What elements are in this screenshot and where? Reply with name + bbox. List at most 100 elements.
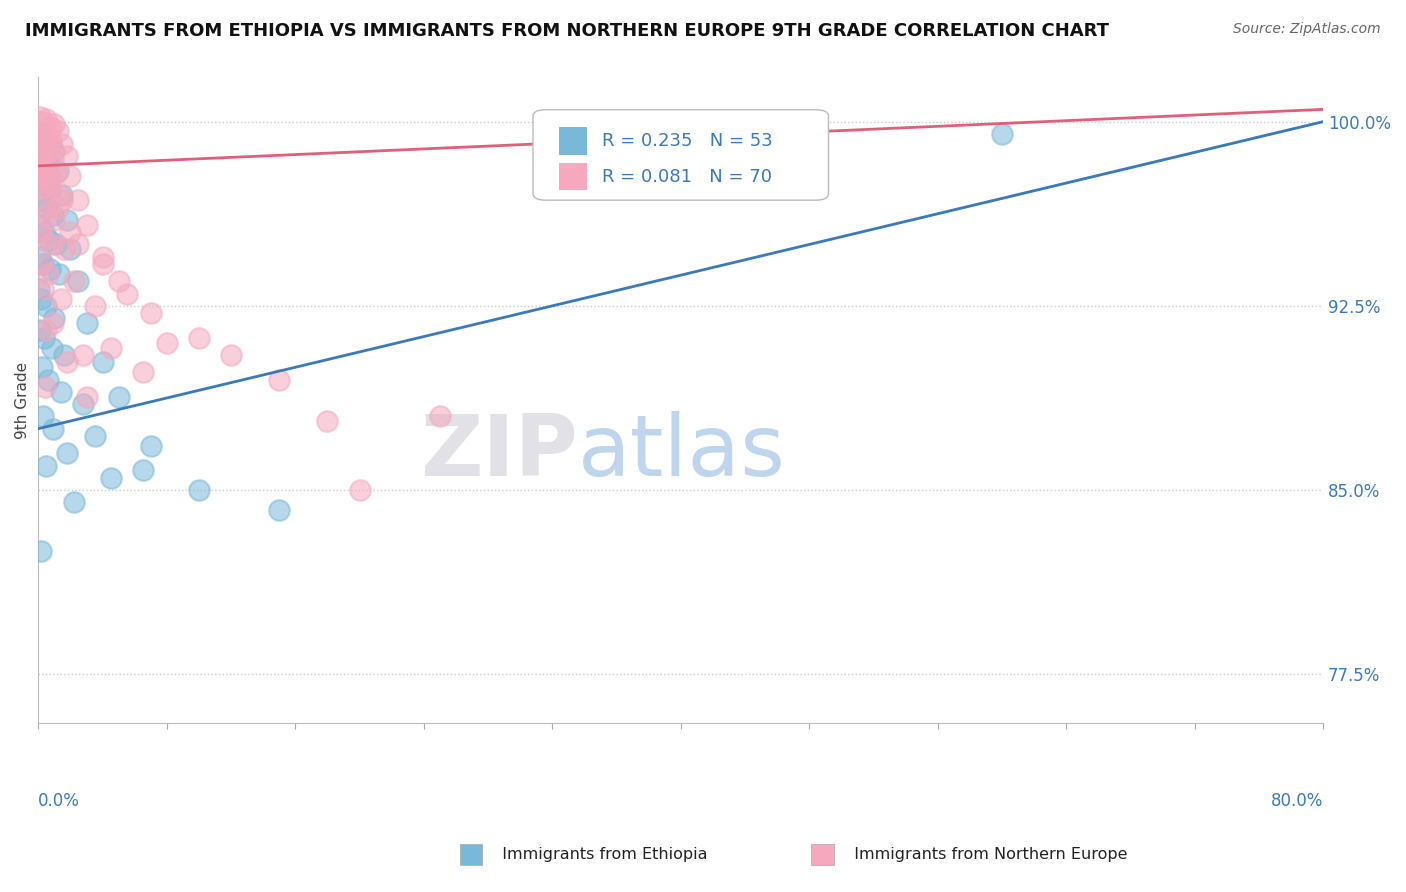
Point [35,112,58,127]
Point [83,299,105,313]
Point [30,323,52,337]
Point [46,163,69,178]
Point [349,483,371,497]
Point [67,274,90,288]
Point [28,156,51,170]
Point [139,306,162,320]
Point [59,243,82,257]
Point [28,110,51,124]
Point [37,146,59,161]
Point [48,188,70,202]
Point [30,201,52,215]
Point [34,134,56,148]
Point [76,218,98,232]
Point [34,299,56,313]
Point [49,384,72,399]
Point [28,282,51,296]
Point [56,213,79,227]
Point [31,127,53,141]
Point [32,152,55,166]
Point [49,292,72,306]
Point [72,397,94,411]
Point [34,176,56,190]
FancyBboxPatch shape [558,163,586,190]
Point [30,225,52,239]
Point [32,282,55,296]
Point [39,134,62,148]
Point [38,163,60,178]
Point [107,390,129,404]
Point [67,237,90,252]
Point [83,429,105,443]
Point [42,316,65,330]
Point [30,544,52,558]
Point [44,213,66,227]
Point [56,149,79,163]
Point [115,286,138,301]
Point [35,458,58,473]
Point [42,422,65,436]
Point [31,144,53,158]
Text: Immigrants from Ethiopia: Immigrants from Ethiopia [492,847,707,862]
Point [156,335,179,350]
Point [38,233,60,247]
Point [42,152,65,166]
Point [28,250,51,264]
Point [51,136,73,151]
Point [67,193,90,207]
Text: R = 0.235   N = 53: R = 0.235 N = 53 [602,132,773,150]
Point [34,163,56,178]
Text: R = 0.081   N = 70: R = 0.081 N = 70 [602,168,772,186]
Point [72,348,94,362]
Point [30,132,52,146]
FancyBboxPatch shape [558,128,586,154]
Point [30,292,52,306]
Point [37,201,59,215]
Point [139,439,162,453]
Point [51,193,73,207]
Point [31,181,53,195]
Point [429,409,451,424]
Point [44,144,66,158]
Point [32,159,55,173]
Point [32,114,55,128]
Point [107,274,129,288]
Point [132,463,155,477]
Point [991,127,1014,141]
Point [39,262,62,277]
Text: atlas: atlas [578,410,786,493]
Point [53,243,76,257]
Point [34,208,56,222]
Point [31,257,53,271]
Point [34,380,56,394]
Point [46,124,69,138]
Point [269,373,291,387]
Point [76,316,98,330]
Point [28,176,51,190]
Point [35,134,58,148]
Point [187,331,209,345]
Point [59,169,82,183]
Text: 0.0%: 0.0% [38,792,80,810]
Point [37,127,59,141]
Point [219,348,242,362]
Point [62,274,84,288]
Y-axis label: 9th Grade: 9th Grade [15,362,30,439]
Point [31,360,53,375]
Point [39,120,62,134]
Point [34,331,56,345]
Point [41,237,63,252]
Point [76,390,98,404]
Point [31,193,53,207]
Point [91,257,114,271]
Point [32,225,55,239]
Point [28,218,51,232]
Point [45,166,67,180]
Point [316,414,339,428]
Point [37,169,59,183]
Text: 80.0%: 80.0% [1271,792,1323,810]
Point [31,144,53,158]
Point [100,471,122,485]
Point [48,267,70,281]
Point [38,176,60,190]
